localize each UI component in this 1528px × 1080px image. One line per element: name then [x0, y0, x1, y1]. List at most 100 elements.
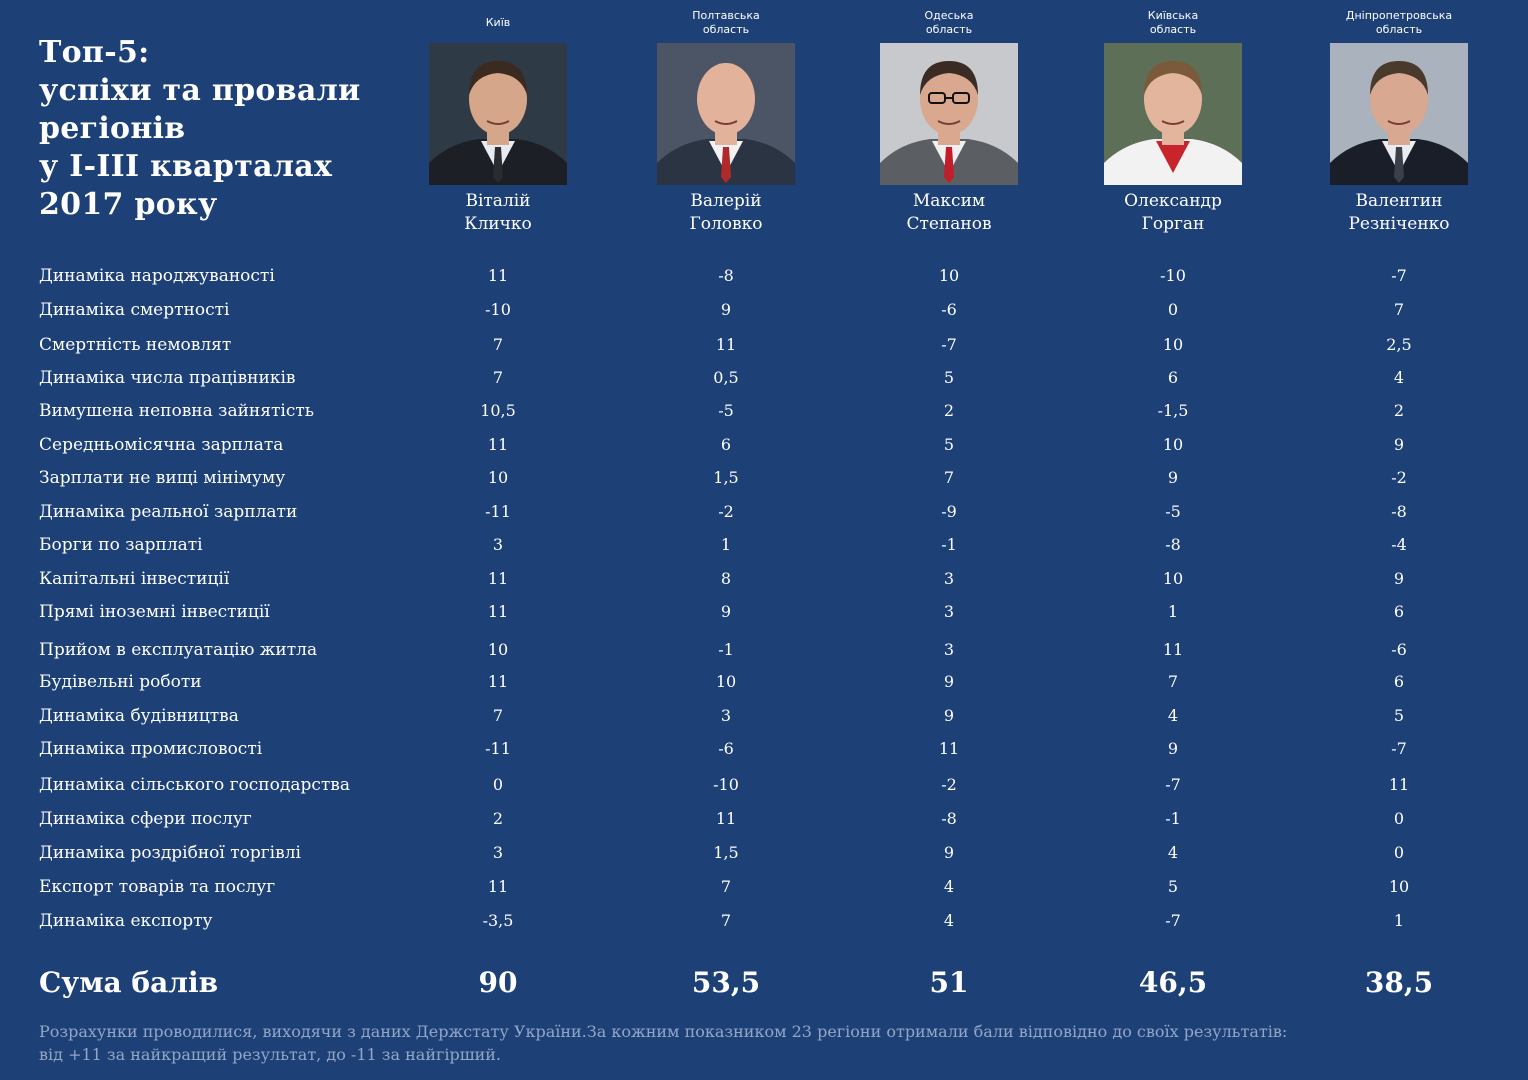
- score-cell: 6: [1393, 672, 1405, 691]
- score-cell: 11: [487, 435, 509, 454]
- score-cell: -2: [1391, 468, 1407, 487]
- person-name: Валентин Резніченко: [1284, 190, 1514, 236]
- score-cell: 7: [492, 335, 504, 354]
- score-cell: -10: [713, 775, 739, 794]
- row-label: Динаміка реальної зарплати: [39, 502, 298, 522]
- row-label: Експорт товарів та послуг: [39, 877, 276, 897]
- score-cell: -6: [718, 739, 734, 758]
- row-label: Зарплати не вищі мінімуму: [39, 468, 286, 488]
- page-title: Топ-5: успіхи та провали регіонів у I-III к…: [39, 34, 399, 224]
- score-cell: -8: [718, 266, 734, 285]
- person-name: Олександр Горган: [1058, 190, 1288, 236]
- score-cell: -5: [1165, 502, 1181, 521]
- title-line: 2017 року: [39, 187, 218, 222]
- total-score: 38,5: [1364, 966, 1434, 999]
- score-cell: -10: [485, 300, 511, 319]
- score-cell: 0: [1393, 809, 1405, 828]
- score-cell: 6: [1393, 602, 1405, 621]
- row-label: Борги по зарплаті: [39, 535, 203, 555]
- region-label: Київ: [383, 8, 613, 38]
- score-cell: 5: [943, 368, 955, 387]
- score-cell: 0: [492, 775, 504, 794]
- row-label: Динаміка будівництва: [39, 706, 239, 726]
- score-cell: 9: [943, 706, 955, 725]
- score-cell: 10: [1162, 569, 1184, 588]
- score-cell: 7: [720, 911, 732, 930]
- score-cell: -6: [941, 300, 957, 319]
- score-cell: 10: [1162, 335, 1184, 354]
- score-cell: 11: [938, 739, 960, 758]
- region-line: Київська: [1147, 9, 1199, 22]
- score-cell: -2: [941, 775, 957, 794]
- score-cell: 0: [1167, 300, 1179, 319]
- score-cell: 11: [487, 672, 509, 691]
- score-cell: -6: [1391, 640, 1407, 659]
- score-cell: -8: [941, 809, 957, 828]
- score-cell: 2: [943, 401, 955, 420]
- score-cell: -1: [941, 535, 957, 554]
- region-line: область: [1375, 23, 1423, 36]
- score-cell: 10: [487, 468, 509, 487]
- score-cell: 8: [720, 569, 732, 588]
- total-score: 51: [929, 966, 969, 999]
- score-cell: 11: [487, 569, 509, 588]
- score-cell: 10: [1162, 435, 1184, 454]
- region-line: область: [1149, 23, 1197, 36]
- score-cell: 9: [1393, 435, 1405, 454]
- score-cell: 9: [720, 602, 732, 621]
- portrait-photo: [1330, 43, 1468, 185]
- region-line: Одеська: [924, 9, 974, 22]
- row-label: Будівельні роботи: [39, 672, 202, 692]
- score-cell: 9: [1393, 569, 1405, 588]
- score-cell: 1: [1167, 602, 1179, 621]
- score-cell: 10: [1388, 877, 1410, 896]
- person-name-line: Горган: [1141, 214, 1205, 234]
- score-cell: 5: [1167, 877, 1179, 896]
- portrait-photo: [657, 43, 795, 185]
- row-label: Динаміка експорту: [39, 911, 213, 931]
- score-cell: -1: [1165, 809, 1181, 828]
- total-score: 46,5: [1138, 966, 1208, 999]
- score-cell: 11: [1388, 775, 1410, 794]
- score-cell: 7: [492, 368, 504, 387]
- score-cell: 9: [943, 672, 955, 691]
- row-label: Смертність немовлят: [39, 335, 232, 355]
- person-name-line: Резніченко: [1348, 214, 1450, 234]
- region-line: Дніпропетровська: [1345, 9, 1453, 22]
- score-cell: -7: [1391, 739, 1407, 758]
- score-cell: 7: [943, 468, 955, 487]
- row-label: Динаміка числа працівників: [39, 368, 296, 388]
- score-cell: 4: [943, 877, 955, 896]
- region-line: область: [702, 23, 750, 36]
- score-cell: 3: [943, 640, 955, 659]
- score-cell: 11: [715, 335, 737, 354]
- score-cell: 0,5: [713, 368, 739, 387]
- score-cell: -3,5: [482, 911, 514, 930]
- score-cell: 5: [1393, 706, 1405, 725]
- region-label: Дніпропетровська область: [1284, 8, 1514, 38]
- portrait-photo: [429, 43, 567, 185]
- footnote: Розрахунки проводилися, виходячи з даних…: [39, 1020, 1519, 1066]
- score-cell: 10: [938, 266, 960, 285]
- region-line: Київ: [485, 16, 511, 29]
- person-name-line: Максим: [912, 191, 986, 211]
- person-name-line: Степанов: [906, 214, 992, 234]
- person-name: Валерій Головко: [611, 190, 841, 236]
- row-label: Динаміка роздрібної торгівлі: [39, 843, 301, 863]
- row-label: Капітальні інвестиції: [39, 569, 230, 589]
- score-cell: -1,5: [1157, 401, 1189, 420]
- score-cell: 11: [1162, 640, 1184, 659]
- title-line: у I-III кварталах: [39, 149, 333, 184]
- score-cell: 6: [1167, 368, 1179, 387]
- row-label: Прийом в експлуатацію житла: [39, 640, 318, 660]
- score-cell: -4: [1391, 535, 1407, 554]
- score-cell: 9: [1167, 468, 1179, 487]
- row-label: Прямі іноземні інвестиції: [39, 602, 270, 622]
- score-cell: -7: [1165, 911, 1181, 930]
- person-name: Максим Степанов: [834, 190, 1064, 236]
- score-cell: 1,5: [713, 843, 739, 862]
- score-cell: 0: [1393, 843, 1405, 862]
- score-cell: 6: [720, 435, 732, 454]
- score-cell: 1,5: [713, 468, 739, 487]
- row-label: Динаміка смертності: [39, 300, 230, 320]
